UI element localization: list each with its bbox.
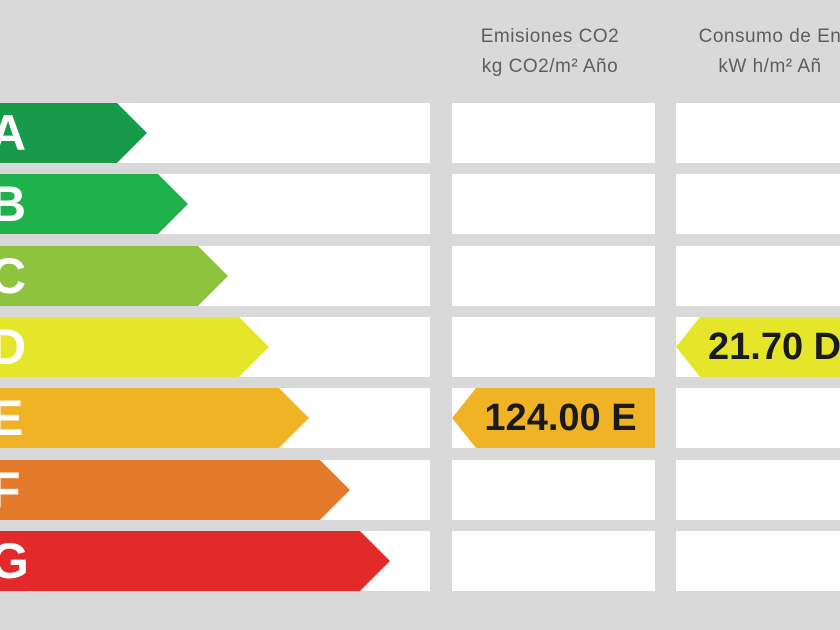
consumption-cell-d: 21.70 D: [676, 317, 840, 377]
rating-arrow-a: A: [0, 103, 147, 163]
consumption-cell-g: [676, 531, 840, 591]
consumption-header-unit: kW h/m² Añ: [718, 56, 822, 77]
consumption-cell-a: [676, 103, 840, 163]
rating-letter: A: [0, 105, 27, 161]
rating-letter: F: [0, 462, 21, 518]
emissions-header: Emisiones CO2 kg CO2/m² Año: [450, 22, 650, 82]
rating-arrow-b: B: [0, 174, 188, 234]
consumption-cell-e: [676, 388, 840, 448]
emissions-header-unit: kg CO2/m² Año: [481, 56, 619, 77]
consumption-cell-f: [676, 460, 840, 520]
emissions-cell-f: [452, 460, 655, 520]
rating-row-g: G: [0, 531, 430, 591]
emissions-result-badge: 124.00 E: [452, 388, 655, 448]
consumption-header: Consumo de En kW h/m² Añ: [665, 22, 840, 82]
emissions-cell-d: [452, 317, 655, 377]
rating-letter: C: [0, 248, 27, 304]
emissions-result-value: 124.00 E: [484, 397, 637, 439]
rating-row-d: D: [0, 317, 430, 377]
rating-letter: G: [0, 533, 29, 589]
consumption-result-value: 21.70 D: [708, 326, 840, 368]
emissions-header-title: Emisiones CO2: [480, 26, 620, 47]
rating-row-e: E: [0, 388, 430, 448]
rating-arrow-g: G: [0, 531, 390, 591]
rating-arrow-e: E: [0, 388, 309, 448]
emissions-cell-e: 124.00 E: [452, 388, 655, 448]
rating-row-f: F: [0, 460, 430, 520]
rating-letter: D: [0, 319, 27, 375]
rating-arrow-d: D: [0, 317, 269, 377]
rating-arrow-f: F: [0, 460, 350, 520]
rating-row-b: B: [0, 174, 430, 234]
rating-row-c: C: [0, 246, 430, 306]
emissions-cell-g: [452, 531, 655, 591]
emissions-cell-a: [452, 103, 655, 163]
consumption-cell-c: [676, 246, 840, 306]
rating-arrow-c: C: [0, 246, 228, 306]
consumption-result-badge: 21.70 D: [676, 317, 840, 377]
emissions-cell-b: [452, 174, 655, 234]
consumption-header-title: Consumo de En: [698, 26, 840, 47]
rating-letter: E: [0, 390, 24, 446]
consumption-cell-b: [676, 174, 840, 234]
rating-row-a: A: [0, 103, 430, 163]
rating-letter: B: [0, 176, 27, 232]
emissions-cell-c: [452, 246, 655, 306]
